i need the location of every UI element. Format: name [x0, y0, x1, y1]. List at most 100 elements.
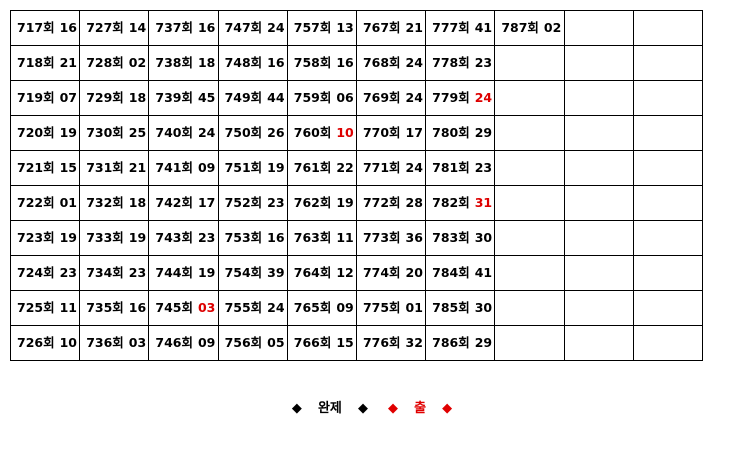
cell-content: 727회 14 — [86, 19, 148, 35]
round-suffix: 회 — [112, 299, 124, 315]
cell-value: 22 — [336, 159, 354, 175]
table-cell: 732회 18 — [79, 185, 150, 221]
round-number: 745 — [155, 299, 182, 315]
round-suffix: 회 — [458, 334, 470, 350]
round-suffix: 회 — [181, 334, 193, 350]
cell-content: 754회 39 — [225, 264, 287, 280]
cell-content: 738회 18 — [155, 54, 217, 70]
round-number: 763 — [293, 229, 320, 245]
cell-value: 15 — [59, 159, 78, 175]
table-cell: 728회 02 — [79, 45, 150, 81]
table-cell: 724회 23 — [9, 255, 81, 291]
table-cell: 745회 03 — [148, 290, 219, 326]
cell-content: 726회 10 — [17, 334, 79, 350]
round-number: 719 — [17, 89, 44, 105]
cell-value: 21 — [128, 159, 147, 175]
cell-value: 10 — [59, 334, 78, 350]
table-cell: 783회 30 — [425, 220, 496, 256]
round-suffix: 회 — [389, 229, 401, 245]
round-number: 739 — [155, 89, 182, 105]
round-number: 747 — [224, 19, 251, 35]
table-row: 719회 07 729회 18 739회 45 749회 44 759회 06 769회 24 779회… — [9, 80, 703, 116]
round-suffix: 회 — [43, 299, 55, 315]
table-cell: 744회 19 — [148, 255, 219, 291]
round-suffix: 회 — [389, 19, 401, 35]
round-suffix: 회 — [112, 19, 124, 35]
round-suffix: 회 — [112, 264, 124, 280]
round-number: 775 — [362, 299, 390, 315]
round-number: 770 — [362, 124, 390, 140]
cell-content: 767회 21 — [363, 19, 425, 35]
round-number: 765 — [293, 299, 320, 315]
table-cell: 720회 19 — [9, 115, 81, 151]
cell-value: 20 — [405, 264, 423, 280]
table-cell-empty — [632, 45, 703, 81]
round-number: 757 — [293, 19, 320, 35]
cell-value: 05 — [267, 334, 285, 350]
cell-value: 15 — [336, 334, 354, 350]
cell-value: 21 — [405, 19, 423, 35]
table-cell: 784회 41 — [425, 255, 496, 291]
table-row: 721회 15 731회 21 741회 09 751회 19 761회 22 771회 24 781회… — [9, 150, 703, 186]
legend-label-chul: 출 — [414, 401, 427, 416]
cell-content: 755회 24 — [225, 301, 287, 315]
table-cell-empty — [632, 80, 703, 116]
cell-value: 17 — [405, 124, 423, 140]
cell-value: 23 — [474, 54, 493, 70]
cell-content: 741회 09 — [155, 159, 217, 175]
round-suffix: 회 — [319, 159, 332, 175]
cell-value: 01 — [405, 299, 423, 315]
round-number: 724 — [17, 264, 44, 280]
table-cell: 755회 24 — [217, 290, 288, 326]
round-number: 729 — [86, 89, 113, 105]
round-number: 776 — [362, 334, 390, 350]
cell-content: 778회 23 — [432, 54, 494, 70]
table-cell-empty — [563, 150, 634, 186]
round-suffix: 회 — [527, 19, 539, 35]
cell-value: 23 — [474, 159, 493, 175]
cell-content: 734회 23 — [86, 264, 148, 280]
table-cell-empty — [563, 325, 634, 361]
cell-content: 720회 19 — [17, 126, 79, 140]
cell-value: 23 — [197, 229, 216, 245]
legend-diamond-red-2: ◆ — [442, 401, 453, 416]
table-cell-empty — [632, 255, 703, 291]
cell-content: 717회 16 — [17, 21, 79, 35]
round-number: 737 — [155, 19, 182, 35]
table-cell: 743회 23 — [148, 220, 219, 256]
round-suffix: 회 — [319, 299, 332, 315]
round-number: 731 — [86, 159, 113, 175]
round-number: 753 — [224, 229, 251, 245]
round-suffix: 회 — [181, 54, 193, 70]
cell-content: 733회 19 — [86, 231, 148, 245]
cell-value: 39 — [267, 264, 285, 280]
cell-content: 747회 24 — [224, 19, 287, 35]
table-cell: 717회 16 — [9, 10, 81, 46]
table-cell: 771회 24 — [355, 150, 427, 186]
table-cell: 723회 19 — [9, 220, 81, 256]
cell-content: 759회 06 — [294, 91, 356, 105]
table-cell: 719회 07 — [9, 80, 81, 116]
round-suffix: 회 — [250, 194, 263, 210]
table-cell: 787회 02 — [494, 10, 565, 46]
cell-content: 718회 21 — [17, 56, 79, 70]
cell-value-highlighted: 31 — [474, 194, 493, 210]
round-suffix: 회 — [43, 159, 55, 175]
table-cell: 786회 29 — [425, 325, 496, 361]
round-number: 784 — [432, 264, 459, 280]
cell-content: 730회 25 — [86, 126, 148, 140]
table-cell: 729회 18 — [79, 80, 150, 116]
round-number: 732 — [86, 194, 113, 210]
cell-value: 30 — [474, 299, 493, 315]
round-number: 741 — [155, 159, 182, 175]
legend-diamond-black-1: ◆ — [291, 401, 302, 416]
cell-content: 773회 36 — [363, 229, 425, 245]
round-suffix: 회 — [389, 159, 401, 175]
cell-content: 756회 05 — [225, 334, 287, 350]
table-cell: 721회 15 — [9, 150, 81, 186]
table-cell: 754회 39 — [217, 255, 288, 291]
cell-value: 41 — [474, 264, 493, 280]
table-cell: 772회 28 — [355, 185, 427, 221]
cell-content: 737회 16 — [155, 19, 217, 35]
round-suffix: 회 — [250, 19, 263, 35]
